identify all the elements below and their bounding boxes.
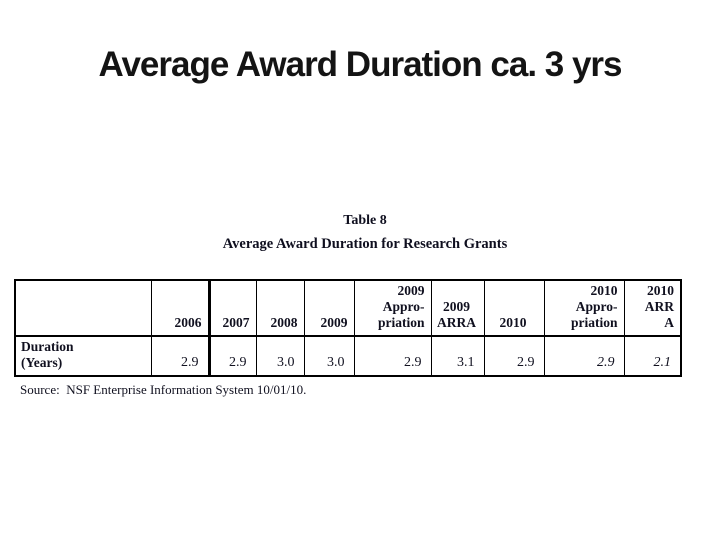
header-cell: 2009 ARRA (430, 279, 485, 337)
table-caption-number: Table 8 (343, 213, 387, 228)
duration-table: 2006 2007 2008 2009 2009 Appro-priation 2009 AR… (14, 279, 682, 377)
table-source-note: Source: NSF Enterprise Information Syste… (20, 382, 307, 397)
table-header-row: 2006 2007 2008 2009 2009 Appro-priation 2009 AR… (14, 279, 682, 337)
table-caption-title: Average Award Duration for Research Gran… (222, 236, 508, 252)
header-cell: 2010 (483, 279, 545, 337)
value-cell: 2.1 (623, 335, 682, 377)
header-cell: 2010 ARR A (623, 279, 682, 337)
table-body: Duration (Years) 2.9 2.9 3.0 3.0 2.9 3.1 2.9 2.9 2… (14, 335, 682, 377)
header-cell-rowlabel (14, 279, 152, 337)
value-cell: 3.0 (255, 335, 305, 377)
table-caption: Table 8 Average Award Duration for Resea… (32, 212, 698, 253)
value-cell: 3.1 (430, 335, 485, 377)
table-row: Duration (Years) 2.9 2.9 3.0 3.0 2.9 3.1 2.9 2.9 2… (14, 335, 682, 377)
value-cell: 2.9 (150, 335, 211, 377)
header-cell: 2010 Appro-priation (543, 279, 625, 337)
header-cell: 2009 Appro-priation (353, 279, 432, 337)
header-cell: 2008 (255, 279, 305, 337)
value-cell: 2.9 (483, 335, 545, 377)
row-label: Duration (Years) (14, 335, 152, 377)
slide-title: Average Award Duration ca. 3 yrs (98, 45, 622, 84)
value-cell: 3.0 (303, 335, 355, 377)
value-cell: 2.9 (208, 335, 257, 377)
value-cell: 2.9 (353, 335, 432, 377)
value-cell: 2.9 (543, 335, 625, 377)
header-cell: 2006 (150, 279, 211, 337)
table-block: Table 8 Average Award Duration for Resea… (14, 212, 682, 398)
header-cell: 2009 (303, 279, 355, 337)
header-cell: 2007 (208, 279, 257, 337)
